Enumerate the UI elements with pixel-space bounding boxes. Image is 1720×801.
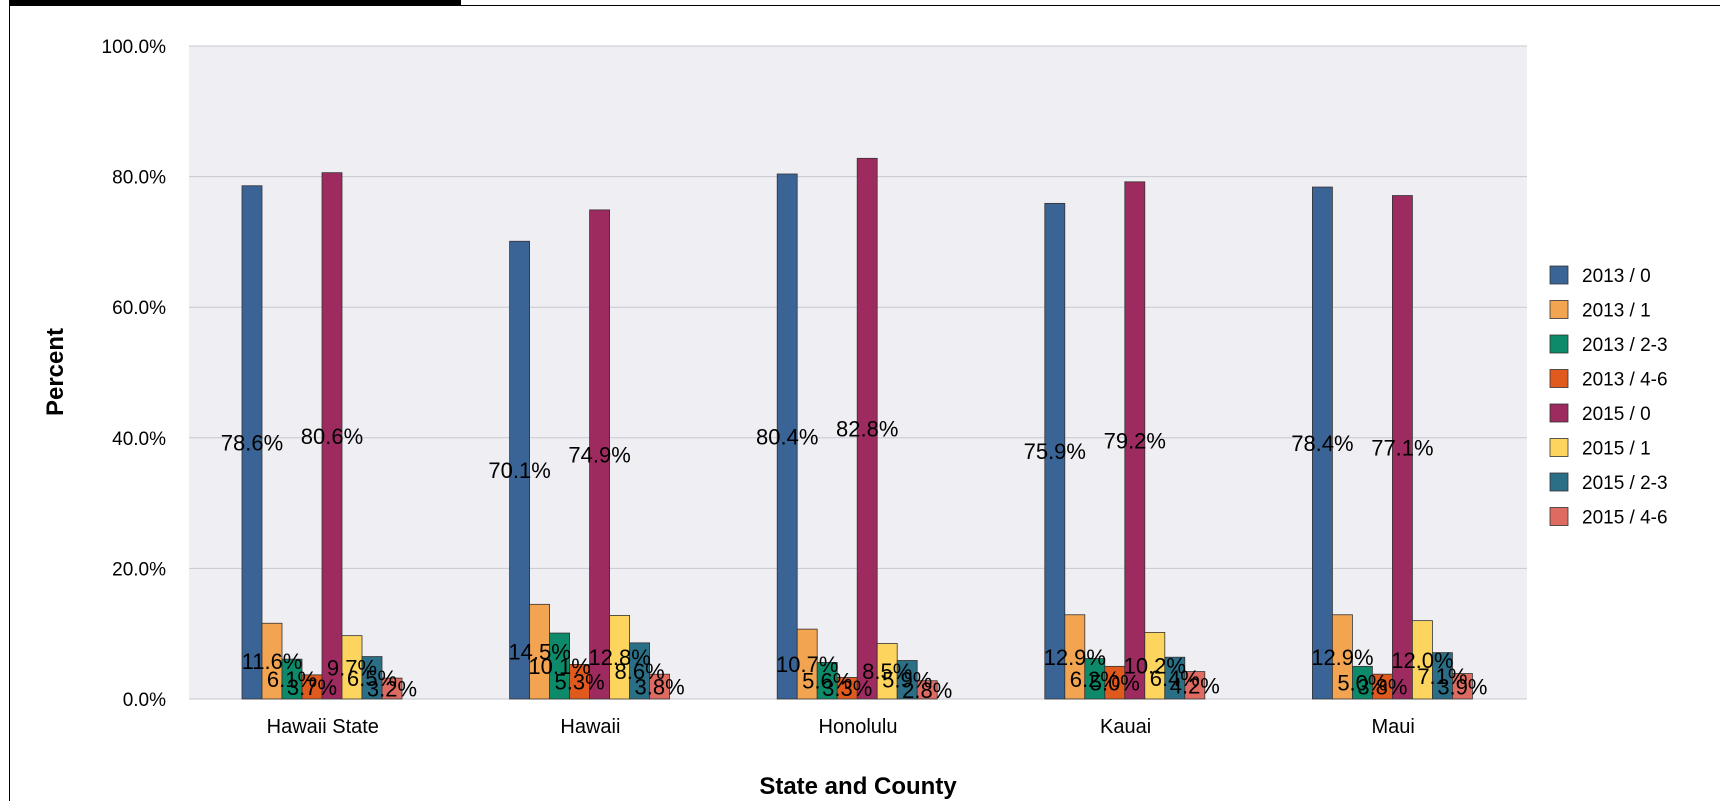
data-label: 79.2%	[1104, 428, 1166, 453]
data-label: 8.6%	[615, 659, 665, 684]
data-label: 10.1%	[528, 654, 590, 679]
y-tick-label: 40.0%	[112, 429, 166, 450]
bar	[649, 673, 670, 700]
bar	[241, 185, 263, 700]
data-label: 3.2%	[367, 677, 417, 702]
bar	[589, 209, 610, 700]
data-label: 3.8%	[635, 675, 685, 700]
legend-label: 2013 / 0	[1582, 266, 1651, 287]
data-label: 74.9%	[568, 442, 630, 467]
legend-label: 2015 / 4-6	[1582, 508, 1668, 529]
x-category-label: Kauai	[1100, 716, 1151, 738]
bars	[241, 157, 1473, 700]
legend-label: 2013 / 4-6	[1582, 370, 1668, 391]
data-label: 77.1%	[1371, 435, 1433, 460]
bar	[509, 240, 531, 700]
data-label: 10.7%	[776, 652, 838, 677]
data-label: 5.3%	[555, 670, 605, 695]
bar	[896, 660, 918, 700]
legend-swatch	[1549, 507, 1569, 526]
legend-swatch	[1549, 438, 1569, 457]
data-label: 5.9%	[882, 668, 932, 693]
data-label: 12.8%	[588, 645, 650, 670]
y-tick-label: 0.0%	[123, 690, 166, 711]
legend-swatch	[1549, 334, 1569, 354]
bar	[916, 680, 938, 700]
x-category-label: Hawaii State	[267, 716, 379, 738]
bar	[1332, 614, 1353, 700]
x-category-label: Hawaii	[560, 716, 620, 738]
y-tick-label: 100.0%	[102, 37, 167, 58]
data-label: 12.0%	[1391, 648, 1453, 673]
data-label: 3.3%	[822, 676, 872, 701]
data-label: 80.4%	[756, 424, 818, 449]
legend-label: 2015 / 0	[1582, 404, 1651, 425]
bar	[381, 677, 403, 700]
data-label: 4.2%	[1170, 673, 1220, 698]
legend-swatch	[1549, 403, 1569, 423]
data-label: 11.6%	[242, 649, 303, 674]
data-label: 9.7%	[327, 655, 377, 680]
legend-label: 2013 / 2-3	[1582, 335, 1668, 356]
bar	[629, 642, 650, 700]
data-label: 8.5%	[862, 659, 912, 684]
data-label: 78.4%	[1291, 431, 1353, 456]
y-tick-label: 20.0%	[112, 559, 166, 580]
data-label: 75.9%	[1024, 439, 1086, 464]
data-label: 5.6%	[802, 669, 852, 694]
legend-swatch	[1549, 265, 1569, 285]
data-label: 80.6%	[301, 424, 363, 449]
bar	[1392, 195, 1413, 700]
y-tick-label: 60.0%	[112, 298, 166, 319]
legend-swatch	[1549, 472, 1569, 492]
legend-label: 2013 / 1	[1582, 301, 1651, 322]
bar	[1452, 673, 1473, 700]
bar	[1312, 186, 1333, 700]
legend-swatch	[1549, 369, 1569, 388]
legend-swatch	[1549, 300, 1569, 319]
y-tick-label: 80.0%	[112, 168, 166, 189]
bar	[321, 172, 343, 700]
legend-label: 2015 / 1	[1582, 439, 1651, 460]
data-label: 2.8%	[902, 678, 952, 703]
data-label: 78.6%	[221, 430, 283, 455]
data-label: 6.5%	[347, 666, 397, 691]
x-axis-categories: Hawaii State Hawaii Honolulu Kauai Maui	[267, 716, 1415, 738]
x-axis-title: State and County	[759, 773, 957, 800]
data-label: 5.0%	[1337, 671, 1387, 696]
data-label: 6.1%	[267, 667, 317, 692]
data-label: 14.5%	[508, 640, 570, 665]
x-category-label: Maui	[1372, 716, 1415, 738]
x-category-label: Honolulu	[819, 716, 898, 738]
data-labels: 78.6% 11.6%6.1%3.7% 80.6% 9.7%6.5%3.2% 70.1%…	[221, 417, 1488, 703]
y-axis-ticks: 0.0% 20.0% 40.0% 60.0% 80.0% 100.0%	[102, 37, 167, 711]
data-label: 5.0%	[1090, 671, 1140, 696]
data-label: 6.4%	[1150, 666, 1200, 691]
chart-frame	[9, 5, 1720, 801]
bar	[856, 157, 878, 700]
bar	[1064, 614, 1086, 700]
data-label: 10.2%	[1124, 654, 1186, 679]
data-label: 6.2%	[1070, 667, 1120, 692]
legend-label: 2015 / 2-3	[1582, 473, 1668, 494]
bar	[1124, 181, 1146, 700]
data-label: 7.1%	[1417, 664, 1467, 689]
data-label: 70.1%	[488, 458, 550, 483]
data-label: 3.7%	[287, 675, 337, 700]
data-label: 12.9%	[1311, 645, 1373, 670]
data-label: 3.8%	[1357, 675, 1407, 700]
data-label: 12.9%	[1044, 645, 1106, 670]
legend: 2013 / 0 2013 / 1 2013 / 2-3 2013 / 4-6 2015…	[1549, 265, 1668, 529]
bar	[1044, 202, 1066, 700]
y-axis-title: Percent	[42, 328, 69, 416]
bar	[776, 173, 798, 700]
data-label: 3.9%	[1437, 674, 1487, 699]
report-title-bar	[9, 0, 461, 5]
bar	[1184, 671, 1206, 700]
data-label: 82.8%	[836, 417, 898, 442]
